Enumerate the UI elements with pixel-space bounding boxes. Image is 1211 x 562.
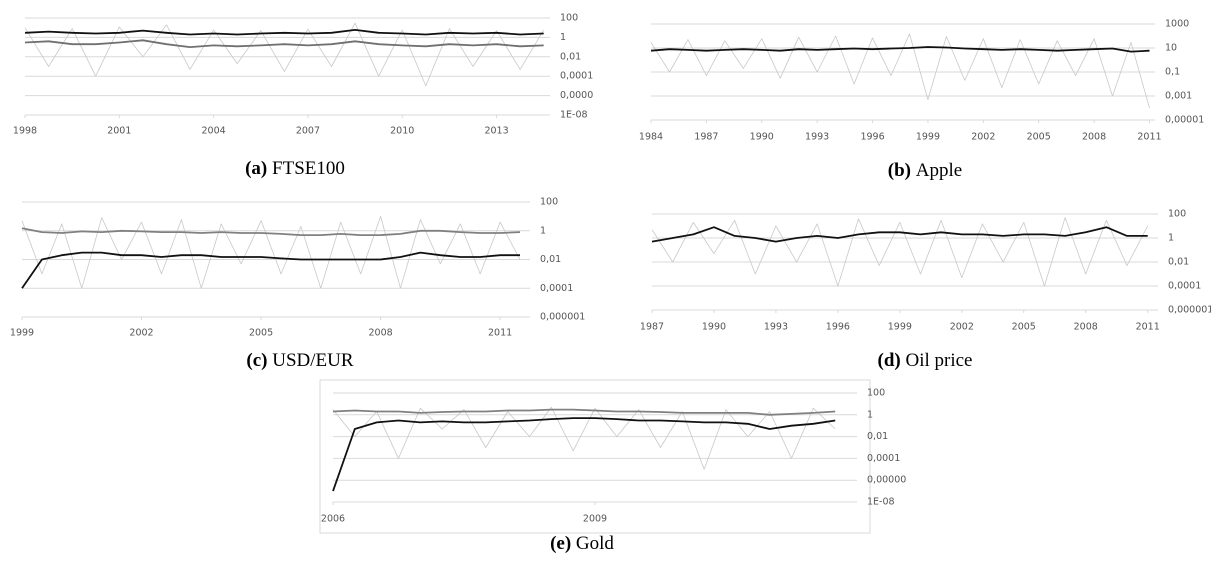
y-tick-label: 1E-08 <box>867 497 895 508</box>
caption-title: FTSE100 <box>272 158 345 179</box>
caption-label: (e) <box>550 533 571 554</box>
x-tick-label: 1996 <box>860 132 884 143</box>
y-tick-label: 0,1 <box>1165 67 1180 78</box>
y-tick-label: 1 <box>867 409 873 420</box>
x-tick-label: 1987 <box>640 322 664 333</box>
y-tick-label: 0,0001 <box>540 283 573 294</box>
x-tick-label: 2013 <box>484 126 508 137</box>
y-tick-label: 1000 <box>1165 19 1189 30</box>
x-tick-label: 2011 <box>1137 132 1161 143</box>
x-tick-label: 1999 <box>888 322 912 333</box>
x-tick-label: 2009 <box>583 514 607 525</box>
series-line <box>21 251 520 289</box>
y-tick-label: 0,0001 <box>867 453 900 464</box>
caption-label: (a) <box>245 158 267 179</box>
panel-border <box>319 379 871 534</box>
series-line <box>332 408 836 416</box>
x-tick-label: 2002 <box>971 132 995 143</box>
series-line <box>21 227 521 236</box>
series-line <box>21 216 521 289</box>
y-tick-label: 0,01 <box>867 431 888 442</box>
series-line <box>24 29 544 36</box>
y-tick-label: 1 <box>560 32 566 43</box>
x-tick-label: 1996 <box>826 322 850 333</box>
x-tick-label: 2011 <box>488 328 512 339</box>
x-tick-label: 1990 <box>750 132 774 143</box>
caption-title: USD/EUR <box>272 350 354 371</box>
x-tick-label: 1987 <box>694 132 718 143</box>
y-tick-label: 0,01 <box>540 254 561 265</box>
y-tick-label: 0,00001 <box>1165 115 1204 126</box>
y-tick-label: 1 <box>540 225 546 236</box>
series-line <box>651 226 1148 243</box>
x-tick-label: 1990 <box>702 322 726 333</box>
caption: (d) Oil price <box>878 350 973 371</box>
x-tick-label: 2005 <box>1027 132 1051 143</box>
x-tick-label: 2011 <box>1136 322 1160 333</box>
x-tick-label: 2010 <box>390 126 414 137</box>
x-tick-label: 2002 <box>129 328 153 339</box>
y-tick-label: 0,01 <box>1168 257 1189 268</box>
caption-label: (d) <box>878 350 901 371</box>
caption-title: Gold <box>576 533 615 554</box>
series-line <box>332 417 836 492</box>
y-tick-label: 100 <box>560 13 578 24</box>
y-tick-label: 0,0000 <box>560 90 593 101</box>
x-tick-label: 2001 <box>107 126 131 137</box>
y-tick-label: 1 <box>1168 233 1174 244</box>
x-tick-label: 2002 <box>950 322 974 333</box>
x-tick-label: 2008 <box>368 328 392 339</box>
series-line <box>651 217 1149 287</box>
y-tick-label: 0,0001 <box>1168 281 1201 292</box>
caption: (a) FTSE100 <box>245 158 345 179</box>
y-tick-label: 10 <box>1165 43 1177 54</box>
x-tick-label: 1993 <box>764 322 788 333</box>
y-tick-label: 100 <box>540 197 558 208</box>
x-tick-label: 1999 <box>916 132 940 143</box>
x-tick-label: 2005 <box>249 328 273 339</box>
y-tick-label: 0,01 <box>560 51 581 62</box>
x-tick-label: 2005 <box>1012 322 1036 333</box>
x-tick-label: 1998 <box>13 126 37 137</box>
x-tick-label: 2008 <box>1074 322 1098 333</box>
x-tick-label: 2004 <box>202 126 226 137</box>
y-tick-label: 0,001 <box>1165 91 1192 102</box>
y-tick-label: 0,00000 <box>867 475 906 486</box>
x-tick-label: 2008 <box>1082 132 1106 143</box>
series-line <box>650 33 1150 109</box>
caption: (e) Gold <box>550 533 614 554</box>
caption-title: Apple <box>916 160 962 181</box>
x-tick-label: 1984 <box>639 132 663 143</box>
caption: (b) Apple <box>888 160 962 181</box>
y-tick-label: 0,000001 <box>1168 305 1211 316</box>
series-line <box>24 39 544 48</box>
series-line <box>332 406 836 470</box>
y-tick-label: 0,000001 <box>540 312 585 323</box>
x-tick-label: 2007 <box>296 126 320 137</box>
caption: (c) USD/EUR <box>246 350 353 371</box>
y-tick-label: 0,0001 <box>560 71 593 82</box>
caption-title: Oil price <box>905 350 972 371</box>
caption-label: (b) <box>888 160 911 181</box>
y-tick-label: 100 <box>1168 209 1186 220</box>
series-line <box>650 46 1150 53</box>
x-tick-label: 2006 <box>321 514 345 525</box>
y-tick-label: 1E-08 <box>560 110 588 121</box>
x-tick-label: 1999 <box>10 328 34 339</box>
y-tick-label: 100 <box>867 388 885 399</box>
caption-label: (c) <box>246 350 267 371</box>
x-tick-label: 1993 <box>805 132 829 143</box>
